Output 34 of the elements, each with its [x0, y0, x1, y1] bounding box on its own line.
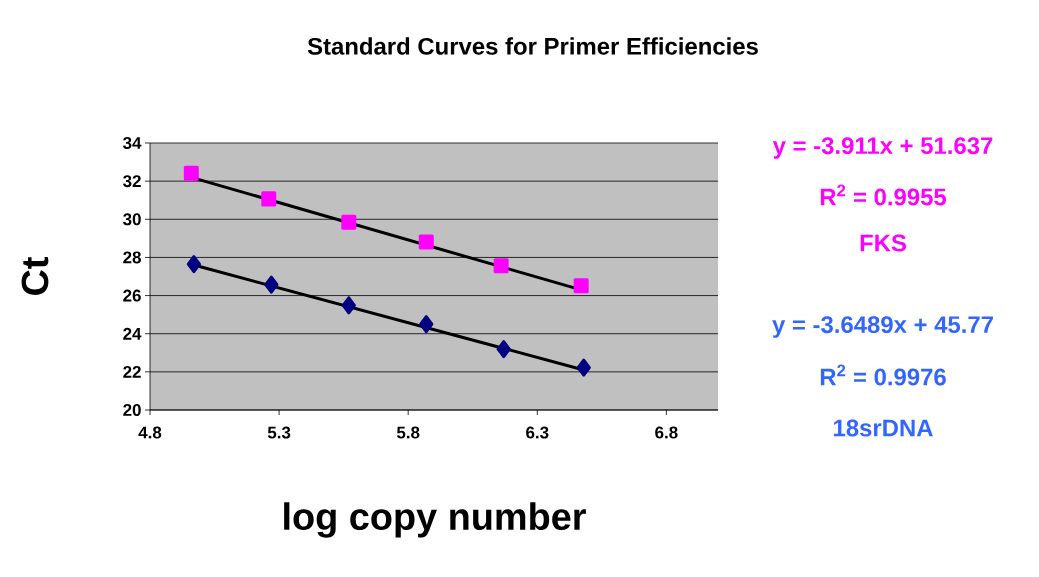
- x-tick-label: 5.3: [267, 426, 291, 439]
- y-tick-label: 22: [123, 365, 141, 378]
- x-tick-label: 4.8: [138, 426, 162, 439]
- point: [183, 165, 199, 181]
- point: [573, 278, 589, 294]
- x-tick-label: 5.8: [396, 426, 420, 439]
- point: [576, 358, 591, 377]
- x-tick-label: 6.3: [526, 426, 549, 439]
- point: [419, 315, 434, 334]
- point: [186, 255, 202, 274]
- y-tick-label: 32: [123, 175, 141, 188]
- point: [493, 258, 509, 274]
- y-tick-label: 30: [123, 213, 141, 226]
- point: [341, 214, 357, 230]
- text: FKS: [860, 234, 906, 252]
- chart-title: Standard Curves for Primer Efficiencies: [307, 37, 758, 55]
- y-tick-label: 28: [123, 251, 141, 264]
- point: [418, 234, 434, 250]
- text: y = -3.6489x + 45.77: [772, 316, 993, 338]
- text: R$^{2}$ = 0.9955: [820, 184, 947, 206]
- point: [264, 275, 279, 294]
- y-tick-label: 24: [123, 327, 142, 340]
- y-axis-title: Ct: [21, 257, 49, 295]
- y-tick-label: 26: [123, 289, 141, 302]
- point: [261, 191, 277, 207]
- y-tick-label: 20: [123, 404, 141, 416]
- point: [341, 296, 356, 315]
- text: R$^{2}$ = 0.9976: [820, 364, 946, 386]
- text: 18srDNA: [834, 419, 933, 437]
- text: y = -3.911x + 51.637: [772, 137, 993, 159]
- x-tick-label: 6.8: [655, 426, 678, 439]
- x-axis-title: log copy number: [284, 502, 586, 538]
- point: [496, 340, 511, 359]
- y-tick-label: 34: [123, 136, 142, 149]
